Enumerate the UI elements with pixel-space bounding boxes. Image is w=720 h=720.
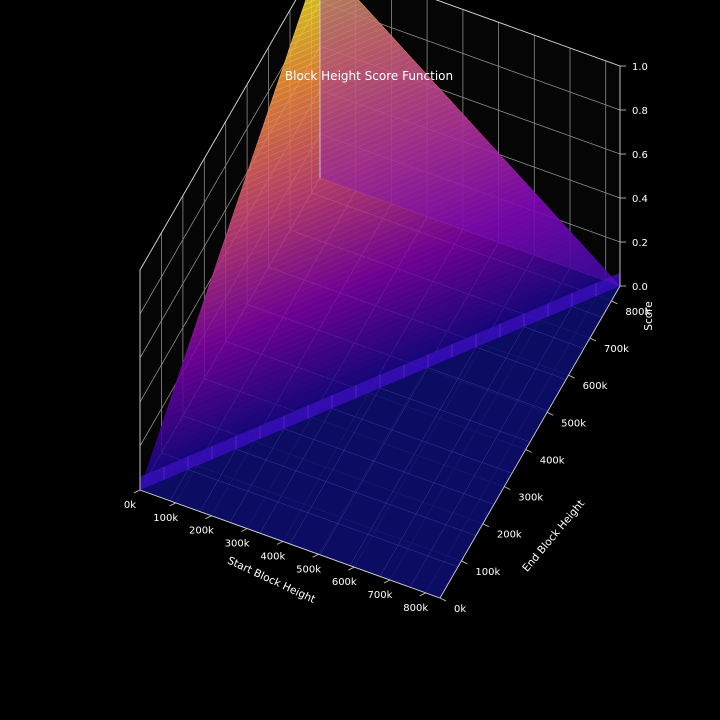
- z-tick-label-3: 0.6: [632, 150, 648, 161]
- z-axis-label: Score: [643, 301, 655, 330]
- x-tick-mark-3: [240, 528, 248, 532]
- y-tick-mark-6: [568, 374, 575, 379]
- y-tick-label-5: 500k: [561, 418, 586, 429]
- x-tick-mark-1: [169, 502, 176, 507]
- y-tick-label-0: 0k: [454, 604, 466, 615]
- y-tick-mark-4: [525, 449, 532, 453]
- z-tick-label-4: 0.8: [632, 106, 648, 117]
- y-tick-label-8: 800k: [625, 307, 650, 318]
- floor-mesh-u-3: [229, 428, 285, 523]
- x-tick-mark-5: [312, 553, 319, 558]
- z-tick-label-5: 1.0: [632, 62, 648, 73]
- y-tick-mark-8: [611, 300, 618, 305]
- y-tick-mark-5: [546, 411, 554, 416]
- x-tick-mark-4: [276, 541, 284, 545]
- x-tick-mark-7: [383, 579, 391, 584]
- y-tick-label-6: 600k: [583, 381, 608, 392]
- x-tick-label-6: 600k: [332, 577, 357, 588]
- x-tick-label-3: 300k: [225, 539, 250, 550]
- y-tick-label-1: 100k: [475, 567, 500, 578]
- x-tick-label-4: 400k: [260, 551, 285, 562]
- y-tick-mark-7: [589, 337, 597, 342]
- x-tick-mark-6: [348, 566, 355, 571]
- x-tick-label-0: 0k: [124, 500, 136, 511]
- z-tick-label-2: 0.4: [632, 194, 648, 205]
- x-tick-mark-8: [419, 592, 426, 597]
- x-tick-label-1: 100k: [153, 513, 178, 524]
- frame-edge-5: [139, 0, 297, 271]
- floor-mesh-u-1: [169, 469, 189, 501]
- floor-mesh-v-5: [379, 387, 531, 443]
- floor-mesh-v-3: [283, 428, 495, 505]
- floor-mesh-u-9: [409, 306, 573, 588]
- y-tick-mark-1: [461, 560, 468, 565]
- z-tick-label-1: 0.2: [632, 238, 648, 249]
- floor-mesh-v-7: [475, 346, 567, 380]
- x-tick-label-7: 700k: [368, 590, 393, 601]
- floor-mesh-u-8: [379, 326, 525, 577]
- y-tick-label-4: 400k: [540, 455, 565, 466]
- y-tick-mark-2: [482, 523, 490, 528]
- floor-mesh-v-1: [187, 469, 459, 568]
- y-tick-label-2: 200k: [497, 530, 522, 541]
- floor-mesh-u-7: [349, 347, 477, 566]
- floor-mesh-u-4: [259, 408, 333, 534]
- floor-mesh-u-5: [289, 387, 381, 545]
- y-axis-label: End Block Height: [520, 498, 587, 574]
- y-tick-mark-3: [504, 486, 511, 490]
- floor-mesh-v-9: [571, 306, 603, 318]
- x-tick-label-2: 200k: [189, 526, 214, 537]
- z-tick-label-0: 0.0: [632, 282, 648, 293]
- floor-fill: [140, 286, 620, 598]
- floor-mesh-u-6: [319, 367, 429, 555]
- y-tick-mark-0: [439, 597, 447, 602]
- score-surface: [139, 0, 621, 491]
- x-tick-label-5: 500k: [296, 564, 321, 575]
- tick-labels: 0k 100k 200k 300k 400k 500k 600k 700k 800k 0k 100k…: [124, 62, 651, 615]
- x-tick-mark-0: [133, 489, 141, 494]
- surface-floor: [140, 286, 620, 598]
- frame-edge-6: [435, 0, 621, 67]
- x-tick-mark-2: [205, 515, 212, 520]
- floor-mesh-u-2: [199, 449, 237, 512]
- y-tick-label-3: 300k: [518, 493, 543, 504]
- surface-back-face: [320, 0, 620, 286]
- chart-title: Block Height Score Function: [285, 69, 453, 83]
- x-tick-label-8: 800k: [403, 603, 428, 614]
- y-tick-label-7: 700k: [604, 344, 629, 355]
